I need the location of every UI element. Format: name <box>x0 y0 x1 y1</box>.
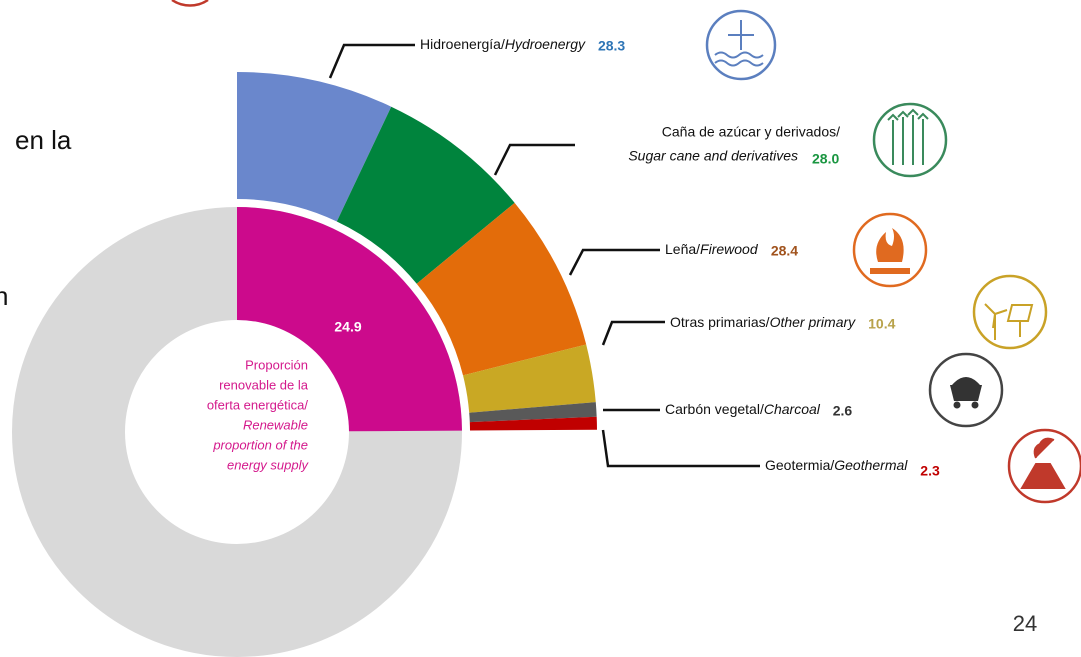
center-label: renovable de la <box>219 377 309 392</box>
value-label: 28.3 <box>598 38 625 54</box>
category-label: Hidroenergía/Hydroenergy <box>420 36 586 52</box>
share-label: 24.9 <box>334 319 361 335</box>
breakdown-sector <box>469 416 597 431</box>
category-label: Otras primarias/Other primary <box>670 314 856 330</box>
category-name: Hidroenergía/ <box>420 36 505 52</box>
category-name: Geothermal <box>834 457 908 473</box>
slide-text-fragment: en la <box>15 125 72 155</box>
leader-lines <box>328 43 760 468</box>
category-name: Otras primarias/ <box>670 314 770 330</box>
value-label: 28.4 <box>771 243 798 259</box>
category-name: Firewood <box>700 241 759 257</box>
category-label: Leña/Firewood <box>665 241 759 257</box>
icon <box>872 102 948 178</box>
share-sector <box>237 207 462 432</box>
category-name: Charcoal <box>764 401 821 417</box>
icons <box>171 0 1081 504</box>
leader <box>601 320 665 346</box>
breakdown-sector <box>237 72 392 222</box>
icon-glyph <box>1020 437 1066 489</box>
breakdown-sector <box>336 106 515 284</box>
category-label: Geotermia/Geothermal <box>765 457 908 473</box>
breakdown-sector <box>469 402 597 423</box>
slide-text-fragment: n <box>0 281 8 311</box>
icon-glyph <box>950 377 982 401</box>
leader <box>328 43 415 79</box>
icon <box>171 0 209 7</box>
value-label: 10.4 <box>868 316 895 332</box>
icon-glyph <box>984 303 1034 340</box>
category-name: Geotermia/ <box>765 457 834 473</box>
breakdown-sector <box>416 202 587 376</box>
category-name: Other primary <box>770 314 857 330</box>
center-label: Proporción <box>245 357 308 372</box>
icon-glyph <box>971 401 979 409</box>
breakdown-sector <box>463 344 596 413</box>
icon-glyph <box>714 20 764 67</box>
category-label: Sugar cane and derivatives <box>628 148 798 164</box>
category-name: Hydroenergy <box>505 36 586 52</box>
value-label: 28.0 <box>812 151 839 167</box>
icon-glyph <box>887 108 929 165</box>
value-label: 2.3 <box>920 463 940 479</box>
category-label: Carbón vegetal/Charcoal <box>665 401 821 417</box>
leader <box>601 429 760 468</box>
center-label: oferta energética/ <box>207 397 309 412</box>
value-label: 2.6 <box>833 403 853 419</box>
chart: 24.9 Proporción renovable de la oferta ener… <box>12 36 940 657</box>
center-label: proportion of the <box>212 437 308 452</box>
leader <box>568 248 660 276</box>
leader <box>493 143 575 176</box>
category-name: Carbón vegetal/ <box>665 401 764 417</box>
center-label: energy supply <box>227 457 309 472</box>
category-name: Leña/ <box>665 241 700 257</box>
center-label: Renewable <box>243 417 308 432</box>
icon-glyph <box>953 401 961 409</box>
icon-glyph <box>870 228 910 274</box>
category-label: Caña de azúcar y derivados/ <box>662 124 840 140</box>
page-number: 24 <box>1013 611 1037 636</box>
